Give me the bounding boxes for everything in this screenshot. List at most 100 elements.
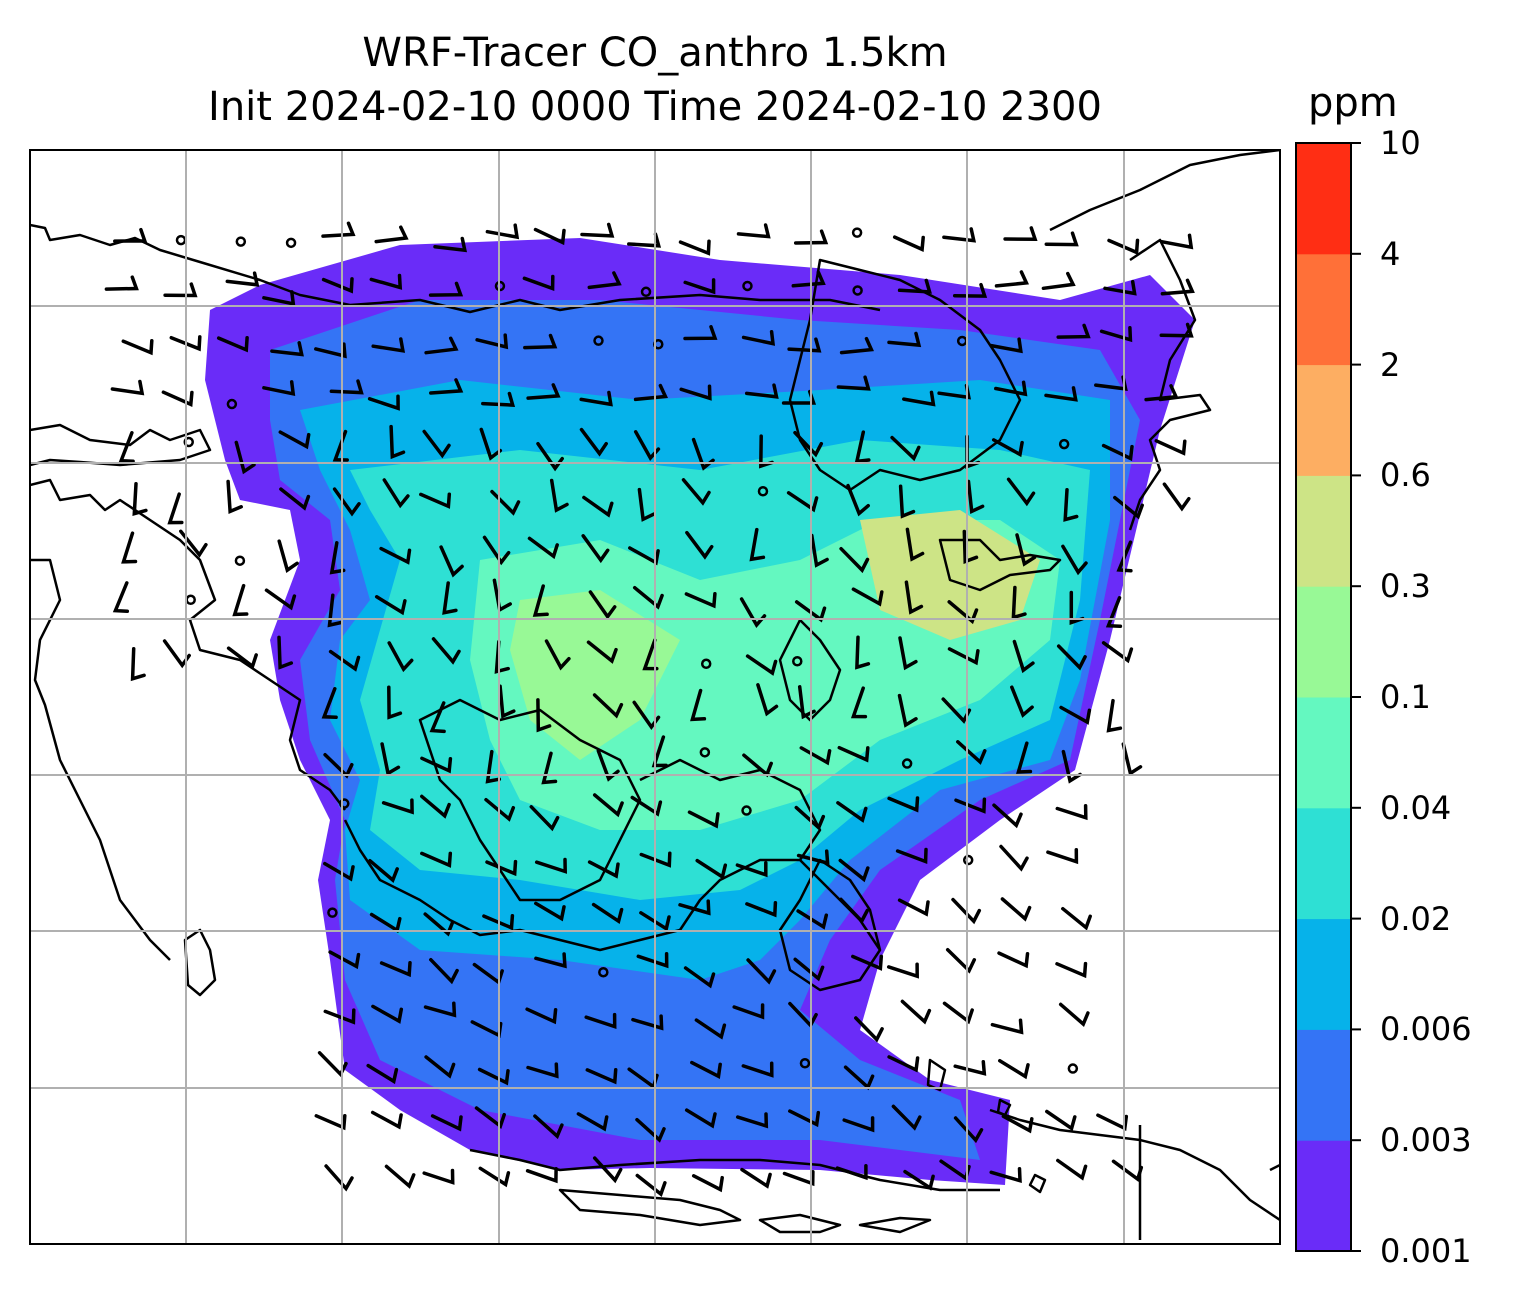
wind-barb [1045,1109,1077,1132]
wind-barb-calm [234,555,246,566]
wind-barb [1154,439,1187,456]
wind-barb [691,1174,724,1193]
wind-barb [234,440,256,475]
wind-barb [735,1112,769,1129]
wind-barb [678,239,711,256]
wind-barb [429,378,464,395]
wind-barb [683,278,716,295]
wind-barb [576,1112,609,1132]
wind-barb [1006,477,1036,507]
wind-barb [887,796,920,813]
wind-barb [262,380,296,397]
wind-barb [536,441,564,472]
wind-barb [897,693,918,728]
wind-barb [382,478,410,509]
wind-barb [994,380,1028,397]
wind-barb [264,588,297,611]
colorbar-tick-label: 10 [1380,124,1421,162]
wind-barb [534,901,566,922]
wind-barb [1106,698,1123,733]
wind-barb [630,795,663,817]
wind-barb [314,1113,347,1131]
wind-barb [887,331,922,348]
wind-barb [989,337,1023,354]
coastlines [30,150,1280,1240]
wind-barb [905,527,925,562]
wind-barb [329,541,346,575]
wind-barb [836,375,871,391]
wind-barb [842,1116,875,1133]
wind-barb [746,958,777,985]
wind-barb [321,277,354,294]
wind-barb [1010,685,1034,718]
wind-barb [367,394,400,411]
wind-barb [690,1060,722,1079]
wind-barb [966,479,985,515]
wind-barb [579,390,613,407]
wind-barb-calm [741,805,752,816]
wind-barb [529,805,560,832]
wind-barb [332,487,361,517]
wind-barb [1111,1159,1144,1182]
wind-barb [317,1051,348,1078]
wind-barb [369,273,403,290]
wind-barb [895,847,928,864]
colorbar-segment [1296,364,1351,476]
wind-barb [1056,644,1087,671]
wind-barb [639,911,671,932]
wind-barb [525,1007,558,1025]
wind-barb [1056,1158,1088,1181]
wind-barb [442,581,458,615]
wind-barb [681,478,711,506]
wind-barb [850,686,868,719]
wind-barb [324,1164,354,1192]
wind-barb [262,290,296,307]
wind-barb [685,530,714,560]
wind-barb-calm [700,658,712,670]
colorbar-tick-label: 0.006 [1380,1010,1472,1049]
wind-barb [1107,238,1140,255]
wind-barb [635,1117,666,1143]
wind-barb [642,638,659,671]
wind-barb [321,687,338,720]
wind-barb [1044,231,1079,247]
wind-barb [898,484,916,519]
wind-barb [1001,1114,1034,1134]
colorbar-segment [1296,807,1351,920]
wind-barb-calm [901,758,913,769]
wind-barb [270,341,304,357]
wind-barb [749,527,766,562]
wind-barb [735,861,768,878]
wind-barb [945,947,977,974]
wind-barb [580,222,615,238]
wind-barb [839,336,874,355]
wind-barb [592,1156,623,1184]
wind-barb [584,1012,617,1030]
wind-barb [526,383,561,400]
wind-barb [588,590,617,620]
wind-barb [887,1055,920,1073]
wind-barb [586,640,618,664]
wind-barb [328,649,361,672]
wind-barb [791,270,826,288]
wind-barb-calm [183,436,194,448]
wind-barb [962,529,979,564]
wind-barb [788,1109,821,1128]
wind-barb-calm [226,398,238,410]
wind-barb [954,797,987,814]
wind-barb-calm [851,227,863,238]
colorbar-tick-label: 0.6 [1380,456,1431,495]
wind-barb [596,749,620,782]
wind-barb [684,1108,717,1129]
wind-barb [897,278,932,294]
colorbar-segment [1296,586,1351,698]
wind-barb [161,390,194,407]
wind-barb-calm [593,335,604,346]
wind-barb [482,535,511,566]
wind-barb [433,236,468,253]
wind-barb [683,966,716,989]
wind-barb [796,909,829,930]
wind-barb [419,492,452,509]
wind-barb [379,960,412,978]
wind-barb [839,546,870,574]
